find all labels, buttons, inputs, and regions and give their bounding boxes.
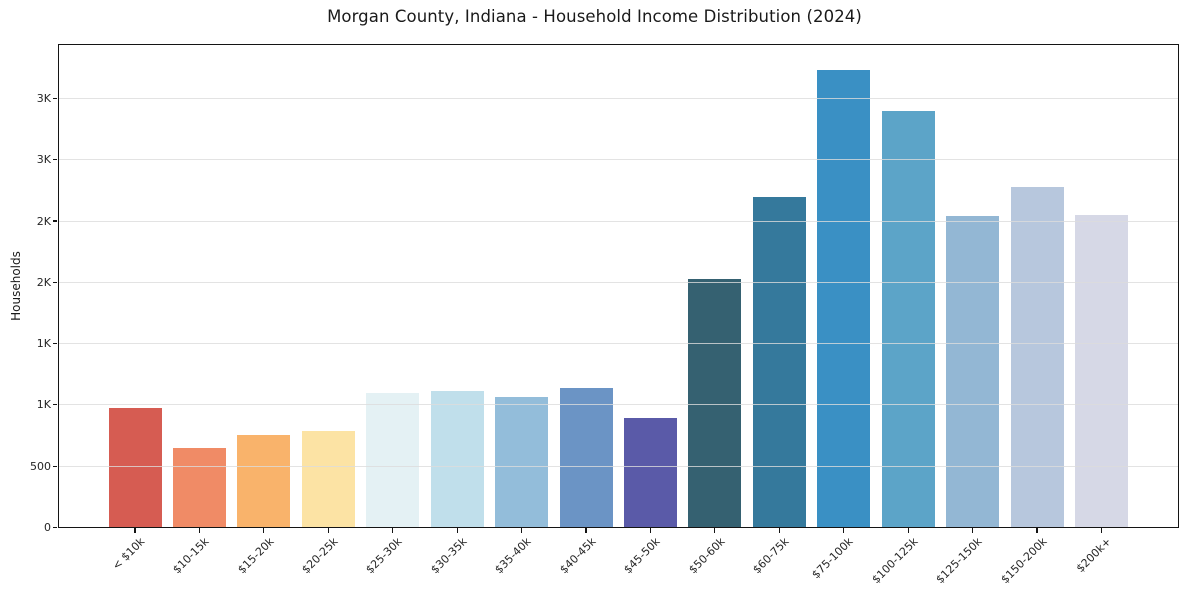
x-tick-mark bbox=[714, 528, 716, 533]
gridline bbox=[58, 159, 1179, 161]
bar bbox=[301, 430, 355, 528]
y-tick-mark bbox=[52, 220, 57, 222]
y-tick-mark bbox=[52, 343, 57, 345]
y-tick-mark bbox=[52, 404, 57, 406]
bar bbox=[237, 435, 291, 528]
gridline bbox=[58, 343, 1179, 345]
bar bbox=[817, 69, 871, 528]
x-tick-label: < $10k bbox=[109, 535, 148, 573]
bar bbox=[623, 417, 677, 528]
x-tick-label: $20-25k bbox=[299, 535, 341, 577]
y-tick-label: 0 bbox=[44, 521, 51, 534]
x-tick-label: $200k+ bbox=[1073, 535, 1114, 576]
plot-area bbox=[58, 44, 1179, 528]
y-tick-label: 2K bbox=[36, 214, 51, 228]
x-tick-mark bbox=[134, 528, 136, 533]
x-tick-label: $25-30k bbox=[363, 535, 405, 577]
y-tick-label: 1K bbox=[36, 337, 51, 351]
y-tick-mark bbox=[52, 526, 57, 529]
gridline bbox=[58, 404, 1179, 406]
bar bbox=[559, 388, 613, 528]
bar bbox=[495, 396, 549, 528]
x-tick-label: $10-15k bbox=[170, 535, 212, 577]
y-tick-label: 500 bbox=[30, 459, 51, 473]
bar bbox=[172, 447, 226, 528]
x-tick-mark bbox=[907, 528, 909, 533]
bar bbox=[946, 216, 1000, 528]
x-tick-label: $60-75k bbox=[750, 535, 792, 577]
x-tick-label: $40-45k bbox=[556, 535, 599, 577]
x-tick-mark bbox=[1100, 528, 1103, 533]
x-tick-label: $125-150k bbox=[933, 535, 985, 587]
y-tick-mark bbox=[52, 281, 57, 283]
x-tick-mark bbox=[1036, 528, 1038, 533]
bar bbox=[366, 392, 420, 528]
bar bbox=[881, 110, 935, 528]
x-tick-label: $45-50k bbox=[621, 535, 663, 577]
x-tick-label: $35-40k bbox=[492, 535, 534, 577]
x-tick-label: $75-100k bbox=[809, 535, 856, 582]
bar bbox=[1074, 215, 1128, 528]
x-tick-label: $100-125k bbox=[869, 535, 921, 587]
bar bbox=[108, 407, 162, 528]
x-tick-mark bbox=[327, 528, 329, 533]
y-tick-label: 3K bbox=[36, 153, 51, 167]
x-tick-mark bbox=[649, 528, 652, 533]
x-tick-mark bbox=[456, 528, 458, 533]
y-tick-label: 3K bbox=[36, 91, 51, 105]
x-tick-mark bbox=[263, 528, 265, 533]
chart-title: Morgan County, Indiana - Household Incom… bbox=[327, 7, 862, 26]
bar bbox=[1010, 187, 1064, 528]
y-tick-mark bbox=[52, 465, 57, 467]
x-tick-mark bbox=[843, 528, 845, 533]
bar bbox=[430, 390, 484, 528]
x-tick-label: $30-35k bbox=[428, 535, 470, 577]
x-tick-label: $150-200k bbox=[998, 535, 1050, 587]
x-tick-mark bbox=[778, 528, 780, 533]
y-tick-mark bbox=[52, 97, 57, 100]
x-tick-mark bbox=[971, 528, 974, 533]
x-tick-mark bbox=[392, 528, 394, 533]
gridline bbox=[58, 465, 1179, 467]
y-tick-mark bbox=[52, 159, 57, 161]
gridline bbox=[58, 220, 1179, 222]
x-tick-label: $15-20k bbox=[234, 535, 277, 577]
y-tick-label: 1K bbox=[36, 398, 51, 412]
bar bbox=[688, 279, 742, 528]
y-tick-label: 2K bbox=[36, 275, 51, 289]
x-tick-mark bbox=[585, 528, 587, 533]
bar bbox=[752, 197, 806, 528]
x-tick-label: $50-60k bbox=[685, 535, 728, 577]
x-tick-mark bbox=[520, 528, 523, 533]
gridline bbox=[58, 281, 1179, 283]
x-tick-mark bbox=[198, 528, 201, 533]
gridline bbox=[58, 97, 1179, 99]
